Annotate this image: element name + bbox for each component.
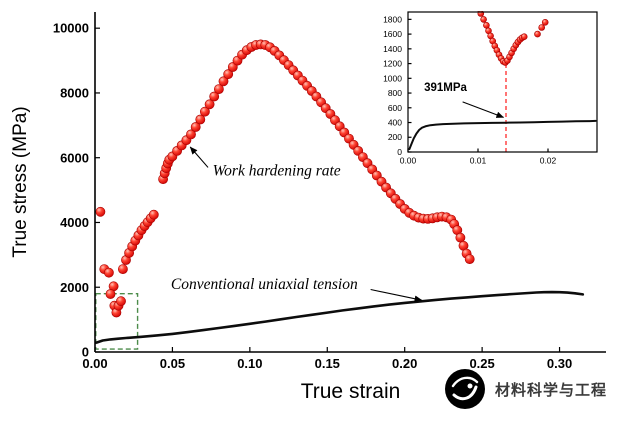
data-point (105, 289, 116, 299)
inset-plot: 0.00 0.01 0.02 0 200 400 600 800 1000 1200 1400 160… (383, 11, 598, 166)
y-tick-label: 1600 (383, 29, 402, 39)
y-tick-label: 0 (397, 147, 402, 157)
x-tick-label: 0.20 (392, 356, 417, 371)
y-tick-label: 800 (388, 88, 402, 98)
data-point (476, 11, 480, 12)
x-tick-label: 0.01 (470, 156, 487, 166)
y-tick-label: 10000 (53, 21, 89, 36)
data-point (186, 129, 196, 140)
data-point (534, 30, 541, 38)
data-point (218, 76, 229, 87)
x-tick-label: 0.15 (315, 356, 340, 371)
data-point (538, 24, 546, 31)
data-point (541, 18, 549, 26)
annotation-391mpa: 391MPa (424, 82, 467, 94)
annotation-conventional-uniaxial-tension: Conventional uniaxial tension (171, 276, 358, 293)
data-point (199, 106, 210, 117)
annotation-work-hardening-rate: Work hardening rate (213, 163, 341, 180)
data-point (483, 21, 490, 29)
data-point (464, 254, 475, 264)
main-plot: 0.00 0.05 0.10 0.15 0.20 0.25 0.30020004000600… (10, 12, 606, 403)
watermark-text: 材料科学与工程 (495, 381, 608, 399)
annotation-arrow (370, 288, 423, 302)
data-point (118, 264, 128, 274)
y-tick-label: 1000 (383, 73, 402, 83)
y-tick-label: 4000 (60, 215, 89, 230)
y-tick-label: 2000 (60, 280, 89, 295)
work-hardening-rate-series (95, 39, 475, 318)
data-point (520, 33, 528, 41)
conventional-uniaxial-tension-curve (95, 290, 585, 344)
inset-frame (407, 11, 598, 153)
data-point (204, 99, 215, 110)
x-axis-label: True strain (301, 380, 401, 403)
y-tick-label: 600 (388, 103, 402, 113)
y-tick-label: 1200 (383, 59, 402, 69)
y-tick-label: 200 (388, 132, 402, 142)
y-tick-label: 6000 (60, 150, 89, 165)
y-axis-label: True stress (MPa) (10, 106, 31, 257)
y-tick-label: 1800 (383, 14, 402, 24)
y-tick-label: 8000 (60, 86, 89, 101)
x-tick-label: 0.02 (540, 156, 557, 166)
data-point (480, 16, 487, 23)
y-tick-label: 0 (82, 345, 89, 360)
zoom-region-box (95, 293, 139, 350)
x-tick-label: 0.25 (469, 356, 494, 371)
data-point (209, 91, 220, 102)
data-point (195, 114, 206, 125)
x-tick-label: 0.00 (400, 156, 417, 166)
y-tick-label: 1400 (383, 44, 402, 54)
x-tick-label: 0.05 (160, 356, 185, 371)
x-tick-label: 0.10 (237, 356, 262, 371)
data-point (116, 296, 126, 307)
data-point (95, 206, 106, 217)
data-point (190, 122, 201, 132)
main-ticks: 0.00 0.05 0.10 0.15 0.20 0.25 0.30020004000600… (53, 21, 572, 371)
data-point (148, 209, 159, 220)
x-tick-label: 0.00 (82, 356, 107, 371)
data-point (104, 267, 114, 278)
conventional-uniaxial-tension-zoom-curve (408, 119, 597, 151)
annotation-arrow (189, 146, 209, 168)
data-point (213, 84, 224, 94)
inset-background (408, 12, 597, 152)
y-tick-label: 400 (388, 118, 402, 128)
data-point (223, 69, 234, 80)
x-tick-label: 0.30 (547, 356, 572, 371)
watermark: 材料科学与工程 (444, 368, 607, 410)
inset-ticks: 0.00 0.01 0.02 0 200 400 600 800 1000 1200 1400 160… (383, 14, 556, 165)
annotation-arrow (462, 101, 505, 118)
watermark-logo-icon (445, 369, 485, 409)
work-hardening-rate-zoom-series (476, 11, 549, 66)
